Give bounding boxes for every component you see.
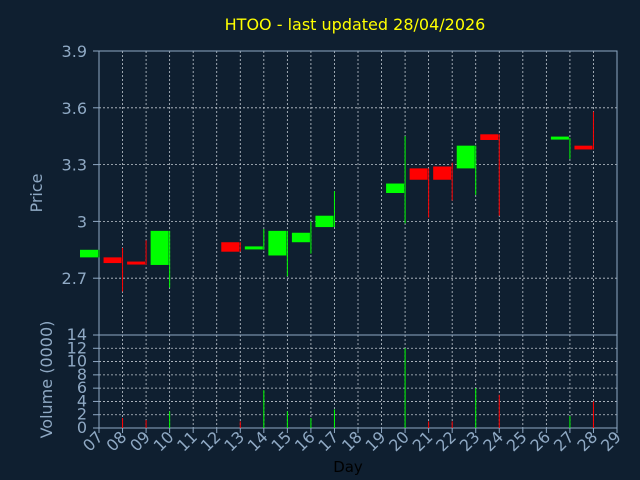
candle-body <box>550 136 569 140</box>
x-tick-label: 29 <box>597 427 625 455</box>
x-axis-label: Day <box>333 458 363 476</box>
volume-panel: 0246810121407080910111213141516171819202… <box>67 325 625 455</box>
price-tick-label: 3.3 <box>62 156 87 175</box>
candle-body <box>574 145 593 150</box>
chart-title: HTOO - last updated 28/04/2026 <box>225 15 486 34</box>
volume-axis-label: Volume (0000) <box>37 321 56 439</box>
volume-tick-label: 8 <box>77 365 87 384</box>
price-tick-label: 2.7 <box>62 269 87 288</box>
candle-body <box>480 134 499 140</box>
volume-tick-label: 4 <box>77 391 87 410</box>
candle-body <box>127 261 146 265</box>
candle-body <box>291 232 310 243</box>
candle-body <box>433 166 452 180</box>
candle-body <box>315 215 334 228</box>
candle-body <box>386 183 405 193</box>
price-tick-label: 3.6 <box>62 99 87 118</box>
volume-tick-label: 6 <box>77 378 87 397</box>
candle-body <box>268 230 287 256</box>
volume-tick-label: 2 <box>77 405 87 424</box>
price-tick-label: 3 <box>77 212 87 231</box>
volume-tick-label: 0 <box>77 418 87 437</box>
volume-tick-label: 12 <box>67 338 87 357</box>
candle-body <box>409 168 428 180</box>
candle-body <box>80 249 98 258</box>
volume-tick-label: 10 <box>67 352 87 371</box>
candle-body <box>150 230 169 265</box>
candle-body <box>103 257 122 264</box>
price-axis-label: Price <box>27 173 46 212</box>
candle-body <box>456 145 475 169</box>
candle-body <box>221 242 240 252</box>
price-tick-label: 3.9 <box>62 42 87 61</box>
price-panel: 2.7 3 3.3 3.6 3.9 <box>62 42 618 336</box>
volume-tick-label: 14 <box>67 325 87 344</box>
candle-body <box>244 246 263 250</box>
